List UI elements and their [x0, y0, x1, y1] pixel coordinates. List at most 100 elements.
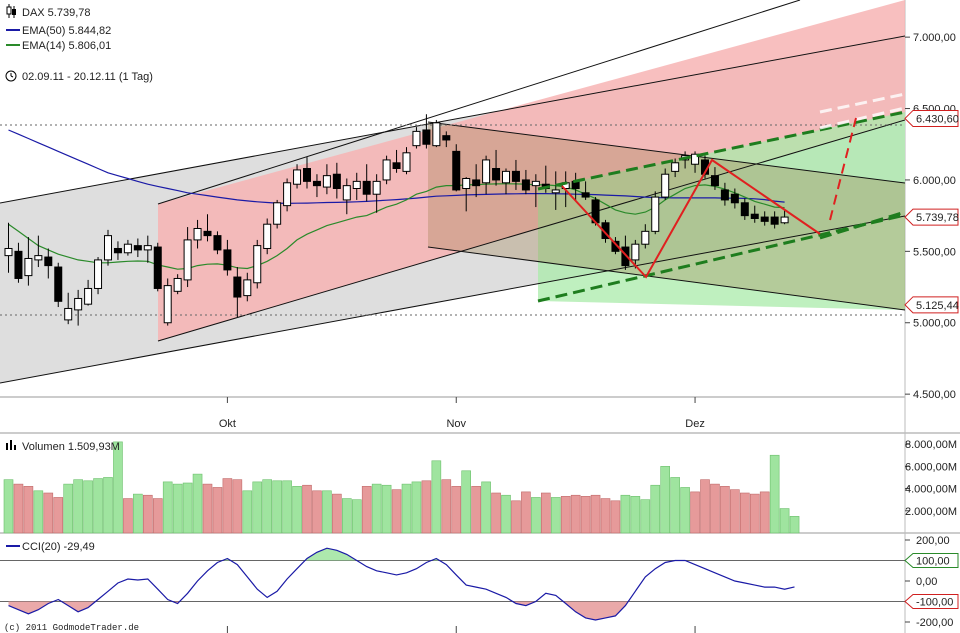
candle — [223, 239, 232, 276]
volume-bar — [202, 483, 213, 534]
volume-bar — [531, 497, 541, 534]
channel-line-red-lower — [157, 119, 905, 342]
price-marker-box — [904, 208, 959, 226]
price-marker: 5.125,44 — [904, 296, 959, 314]
volume-bar — [540, 492, 551, 534]
candle-body — [123, 243, 132, 254]
volume-bar — [660, 466, 671, 534]
volume-bar — [103, 477, 113, 534]
candle — [402, 147, 411, 175]
candle-body — [392, 162, 401, 170]
candle-body — [442, 135, 451, 141]
legend-candle-icon — [6, 4, 16, 18]
cci-overbought-fill — [305, 548, 357, 561]
volume-tick-label: 4.000,00M — [905, 484, 957, 496]
candle — [462, 177, 471, 212]
channel-line-brown-upper — [427, 121, 905, 184]
candle — [720, 182, 729, 206]
volume-bar — [143, 494, 153, 534]
candle-body — [183, 239, 192, 281]
price-marker: 6.430,60 — [904, 109, 959, 127]
x-tick-label: Dez — [685, 418, 705, 430]
price-marker-label: 5.125,44 — [916, 300, 959, 312]
channel-line-grey-lower — [0, 215, 905, 384]
candle-body — [283, 182, 292, 207]
volume-bar — [232, 479, 243, 534]
candle-body — [223, 249, 232, 271]
candle-body — [502, 170, 510, 184]
candle-body — [382, 159, 391, 181]
volume-bar — [600, 498, 611, 534]
volume-bar — [192, 473, 203, 534]
candle — [64, 292, 73, 325]
cci-tick-label: -200,00 — [916, 617, 953, 629]
volume-bar — [33, 490, 44, 534]
volume-bar — [451, 486, 462, 534]
candle — [342, 178, 351, 215]
candle — [303, 157, 311, 189]
volume-bar — [739, 492, 750, 534]
candle — [710, 167, 719, 190]
candle — [671, 158, 680, 178]
volume-bar — [351, 499, 362, 534]
volume-bar — [63, 483, 74, 534]
candle-body — [213, 235, 222, 251]
volume-bar — [421, 480, 432, 534]
price-marker-box — [904, 109, 959, 127]
candle-body — [691, 153, 700, 165]
volume-bar — [222, 478, 233, 534]
volume-bar — [511, 500, 521, 534]
volume-bar — [471, 486, 481, 534]
candle — [273, 199, 282, 229]
candle-body — [482, 159, 491, 184]
candle-body — [730, 193, 739, 204]
candle-body — [113, 247, 122, 254]
candle-body — [133, 245, 142, 251]
volume-bar — [461, 470, 472, 534]
candle — [104, 229, 112, 266]
volume-legend: Volumen 1.509,93M — [6, 440, 120, 453]
brown-channel-fill — [428, 122, 905, 310]
volume-bar — [172, 483, 183, 534]
candle-body — [94, 259, 103, 289]
volume-bar — [411, 481, 422, 534]
date-range-label: 02.09.11 - 20.12.11 (1 Tag) — [22, 71, 153, 83]
price-tick-label: 6.000,00 — [913, 175, 956, 187]
candle — [651, 191, 660, 235]
candle-body — [163, 285, 172, 324]
volume-bar — [162, 481, 173, 534]
price-tick-label: 5.000,00 — [913, 318, 956, 330]
volume-bar — [710, 483, 720, 534]
volume-legend-label: Volumen 1.509,93M — [22, 441, 120, 453]
cci-oversold-fill — [8, 601, 54, 614]
volume-bar — [759, 491, 770, 534]
candle-body — [631, 243, 640, 261]
volume-tick-label: 6.000,00M — [905, 461, 957, 473]
candle — [551, 171, 560, 210]
cci-level-box — [904, 594, 959, 609]
candle-body — [303, 168, 311, 182]
candle-body — [531, 180, 540, 187]
candle — [94, 257, 103, 295]
candle-body — [521, 179, 530, 191]
candle — [442, 131, 451, 148]
candle-body — [492, 168, 501, 181]
candle-body — [422, 129, 431, 145]
volume-bar — [381, 484, 392, 534]
volume-bar — [580, 496, 591, 534]
candle — [740, 198, 749, 220]
volume-bar — [769, 454, 780, 534]
candle-body — [621, 246, 630, 267]
volume-bar — [242, 490, 253, 534]
candle-body — [412, 130, 421, 147]
candle — [392, 149, 401, 173]
volume-bar — [133, 493, 143, 534]
x-tick-label: Okt — [219, 418, 236, 430]
candle — [641, 224, 650, 249]
candle-body — [581, 192, 590, 198]
candle — [492, 149, 501, 186]
volume-bar — [401, 483, 412, 534]
candle — [332, 162, 341, 199]
volume-bar — [749, 493, 760, 534]
